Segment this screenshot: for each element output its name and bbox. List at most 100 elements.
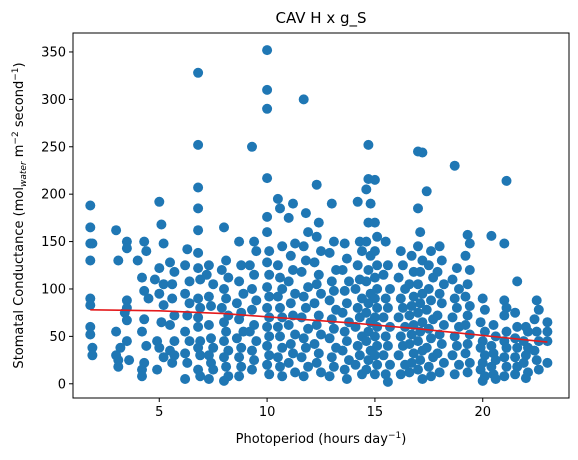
- data-point: [169, 310, 180, 321]
- x-tick-label: 5: [155, 405, 163, 420]
- data-point: [460, 291, 471, 302]
- y-axis-label-sup2: −1: [11, 68, 21, 81]
- data-point: [432, 266, 443, 277]
- data-point: [421, 186, 432, 197]
- data-point: [139, 314, 150, 325]
- data-point: [326, 198, 337, 209]
- data-point: [460, 250, 471, 261]
- data-point: [328, 323, 339, 334]
- data-point: [156, 317, 167, 328]
- data-point: [406, 301, 417, 311]
- data-point: [499, 295, 510, 306]
- data-point: [464, 238, 475, 249]
- data-point: [115, 342, 126, 353]
- data-point: [423, 260, 434, 271]
- data-point: [262, 45, 273, 56]
- data-point: [298, 333, 309, 344]
- data-point: [464, 301, 475, 311]
- data-point: [344, 276, 354, 287]
- data-point: [434, 367, 445, 378]
- data-point: [264, 350, 275, 361]
- data-point: [262, 211, 273, 222]
- data-point: [113, 361, 124, 372]
- data-point: [385, 284, 395, 294]
- data-point: [152, 364, 163, 375]
- data-point: [395, 331, 406, 342]
- data-point: [154, 342, 165, 353]
- data-point: [510, 307, 521, 318]
- data-point: [369, 246, 380, 257]
- data-point: [361, 236, 372, 247]
- data-point: [219, 352, 229, 363]
- data-point: [139, 236, 150, 247]
- data-point: [512, 321, 523, 332]
- y-tick-label: 350: [41, 45, 66, 60]
- data-point: [529, 345, 540, 356]
- data-point: [247, 364, 257, 375]
- data-point: [477, 375, 488, 386]
- data-point: [462, 339, 473, 349]
- data-point: [447, 312, 458, 323]
- data-point: [283, 357, 294, 368]
- x-axis-label-tail: ): [401, 432, 406, 447]
- data-point: [436, 339, 447, 349]
- data-point: [531, 326, 542, 337]
- x-axis-label-main: Photoperiod (hours day: [236, 432, 389, 447]
- data-point: [415, 227, 426, 238]
- x-tick-label: 10: [259, 405, 276, 420]
- y-axis-label-sup1: −2: [11, 131, 21, 144]
- data-point: [417, 147, 428, 158]
- data-point: [438, 357, 449, 368]
- data-point: [236, 342, 247, 353]
- data-point: [249, 269, 260, 280]
- data-point: [311, 179, 322, 190]
- data-point: [193, 342, 204, 353]
- data-point: [372, 302, 383, 313]
- data-point: [341, 298, 352, 309]
- data-point: [167, 279, 178, 290]
- data-point: [510, 352, 521, 363]
- data-point: [85, 255, 96, 266]
- data-point: [193, 321, 204, 332]
- data-point: [393, 272, 404, 283]
- data-point: [272, 321, 283, 332]
- data-point: [449, 293, 460, 304]
- data-point: [382, 376, 393, 387]
- data-point: [326, 314, 337, 325]
- chart-title: CAV H x g_S: [275, 9, 366, 28]
- data-point: [290, 367, 301, 378]
- data-point: [542, 317, 553, 328]
- data-point: [395, 369, 406, 380]
- data-point: [85, 200, 96, 211]
- data-point: [382, 340, 393, 351]
- data-point: [499, 310, 510, 321]
- data-point: [518, 357, 529, 368]
- data-point: [169, 266, 180, 277]
- data-point: [169, 336, 180, 347]
- data-point: [339, 364, 350, 375]
- data-point: [451, 340, 462, 351]
- data-point: [247, 284, 257, 294]
- data-point: [311, 320, 322, 330]
- data-point: [264, 331, 275, 342]
- data-point: [413, 336, 423, 347]
- data-point: [423, 361, 434, 372]
- data-point: [262, 321, 273, 332]
- data-point: [361, 184, 372, 195]
- data-point: [180, 326, 191, 337]
- data-point: [451, 302, 462, 313]
- data-point: [341, 253, 352, 264]
- data-point: [531, 295, 542, 306]
- data-point: [369, 174, 380, 185]
- data-point: [432, 348, 443, 359]
- data-point: [313, 269, 324, 280]
- data-point: [475, 317, 486, 328]
- data-point: [324, 295, 335, 306]
- data-point: [436, 298, 447, 309]
- data-point: [316, 288, 326, 299]
- data-point: [413, 364, 423, 375]
- data-point: [216, 265, 227, 275]
- data-point: [285, 298, 296, 309]
- data-point: [169, 350, 180, 361]
- data-point: [313, 310, 324, 321]
